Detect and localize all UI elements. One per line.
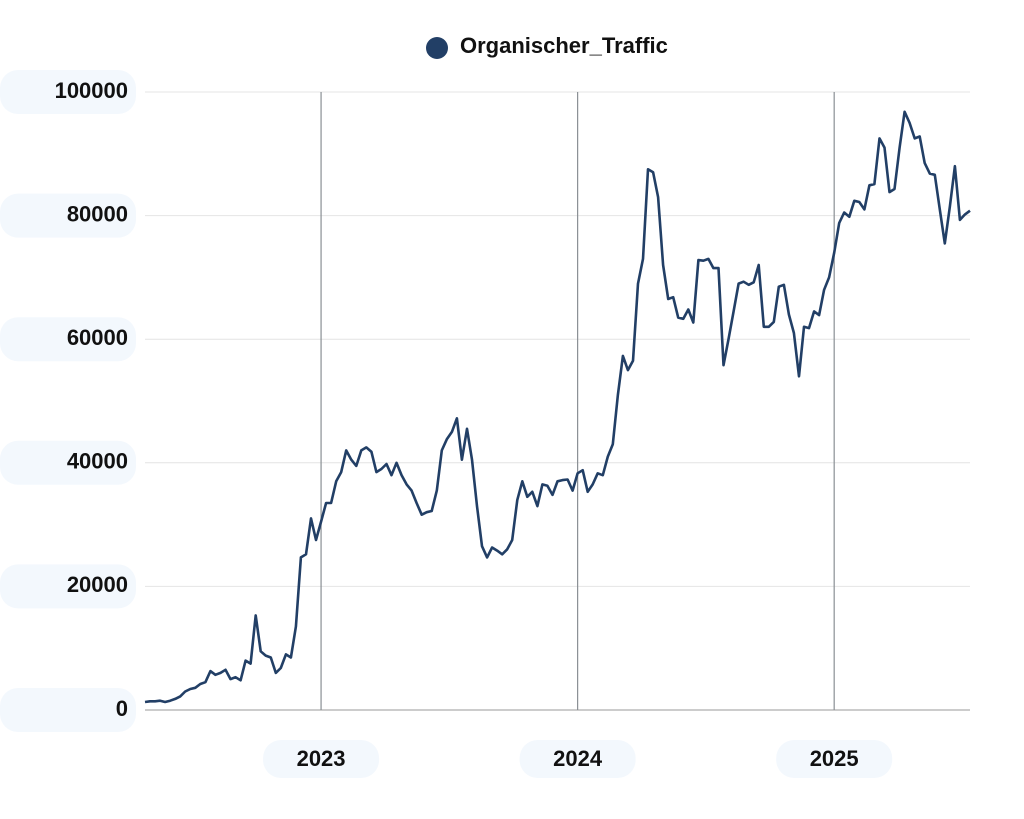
y-tick-pill bbox=[0, 317, 136, 362]
y-tick-pill bbox=[0, 193, 136, 238]
x-tick-label: 2025 bbox=[810, 746, 859, 771]
legend-marker bbox=[426, 37, 448, 59]
legend-label: Organischer_Traffic bbox=[460, 33, 668, 58]
y-tick-pill bbox=[0, 70, 136, 114]
y-tick-pill bbox=[0, 564, 136, 609]
y-tick-label: 80000 bbox=[67, 201, 128, 226]
y-tick-label: 40000 bbox=[67, 449, 128, 474]
y-tick-label: 20000 bbox=[67, 572, 128, 597]
x-tick-label: 2024 bbox=[553, 746, 603, 771]
y-tick-label: 60000 bbox=[67, 325, 128, 350]
x-tick-pill bbox=[776, 740, 893, 778]
x-tick-label: 2023 bbox=[297, 746, 346, 771]
x-tick-pill bbox=[263, 740, 380, 778]
y-tick-pill bbox=[0, 440, 136, 485]
x-tick-pill bbox=[519, 740, 636, 778]
y-tick-label: 0 bbox=[116, 696, 128, 721]
y-tick-pill bbox=[0, 688, 136, 732]
series-line bbox=[144, 110, 971, 704]
y-tick-label: 100000 bbox=[55, 78, 128, 103]
